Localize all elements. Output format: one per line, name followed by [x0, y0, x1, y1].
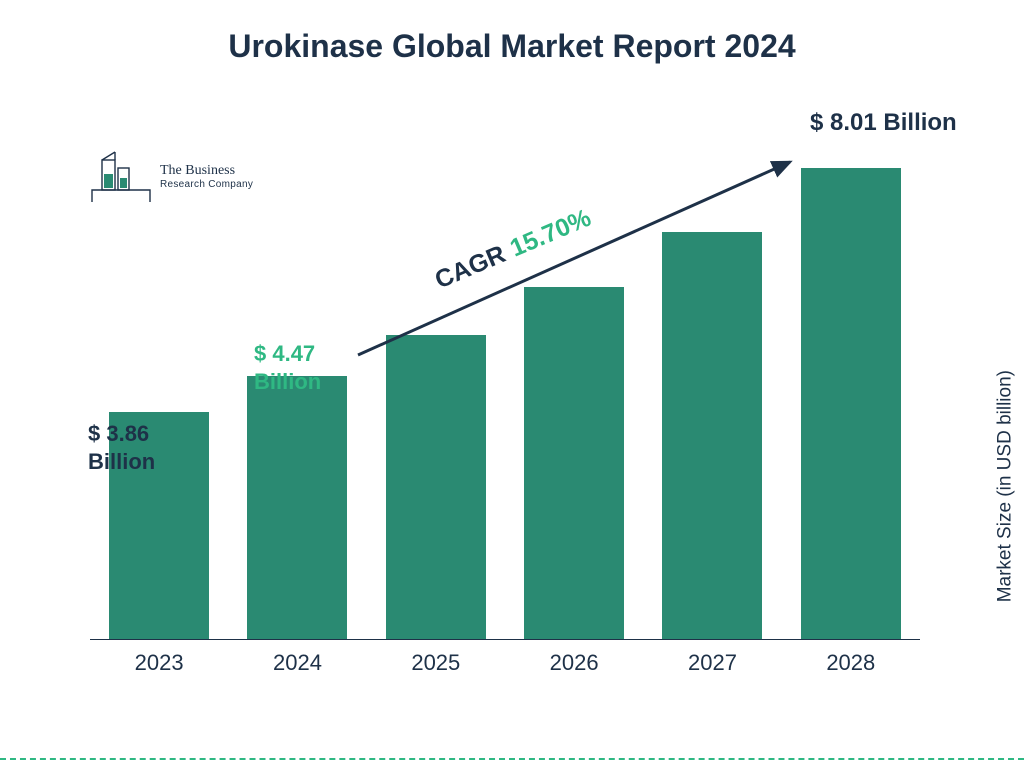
value-label: $ 3.86Billion — [88, 420, 155, 475]
value-label: $ 8.01 Billion — [810, 108, 957, 138]
footer-divider — [0, 758, 1024, 760]
value-label: $ 4.47Billion — [254, 340, 321, 395]
